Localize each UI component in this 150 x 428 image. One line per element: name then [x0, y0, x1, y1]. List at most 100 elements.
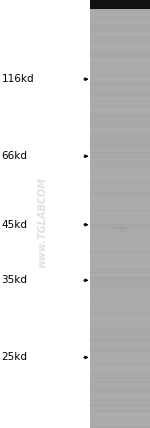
Bar [110, 230, 113, 231]
Bar [102, 229, 104, 230]
Bar [90, 98, 150, 101]
Bar [107, 230, 110, 231]
Bar [90, 56, 150, 58]
Bar [90, 227, 150, 229]
Bar [90, 216, 150, 218]
Bar [90, 282, 150, 285]
Bar [90, 58, 150, 60]
Bar [147, 231, 150, 232]
Bar [90, 13, 150, 15]
Bar [90, 49, 150, 51]
Bar [127, 227, 130, 228]
Bar [90, 259, 150, 261]
Bar [130, 232, 133, 233]
Bar [90, 338, 150, 340]
Bar [104, 227, 107, 228]
Bar [116, 229, 118, 230]
Bar [90, 92, 150, 94]
Bar [90, 332, 150, 334]
Bar [90, 17, 150, 19]
Bar [90, 419, 150, 422]
Bar [90, 131, 150, 133]
Bar [90, 394, 150, 396]
Bar [90, 203, 150, 205]
Bar [90, 81, 150, 83]
Bar [90, 9, 150, 11]
Bar [90, 43, 150, 45]
Bar [130, 227, 133, 228]
Bar [90, 199, 150, 201]
Bar [90, 265, 150, 268]
Bar [90, 175, 150, 178]
Bar [90, 212, 150, 214]
Bar [90, 66, 150, 68]
Bar [136, 226, 138, 227]
Bar [90, 231, 150, 233]
Text: 25kd: 25kd [2, 352, 27, 363]
Bar [107, 231, 110, 232]
Text: 116kd: 116kd [2, 74, 34, 84]
Bar [104, 229, 107, 230]
Bar [136, 232, 138, 233]
Bar [104, 225, 107, 226]
Bar [102, 231, 104, 232]
Bar [124, 228, 127, 229]
Bar [90, 370, 150, 372]
Bar [147, 229, 150, 230]
Bar [90, 377, 150, 379]
Bar [90, 257, 150, 259]
Bar [96, 231, 99, 232]
Bar [90, 355, 150, 357]
Bar [96, 229, 99, 230]
Bar [90, 250, 150, 253]
Bar [90, 340, 150, 342]
Bar [90, 101, 150, 103]
Bar [90, 415, 150, 417]
Bar [90, 2, 150, 4]
Bar [90, 362, 150, 364]
Bar [110, 227, 113, 228]
Bar [90, 400, 150, 402]
Bar [121, 232, 124, 233]
Bar [90, 291, 150, 293]
Bar [90, 272, 150, 274]
Bar [90, 109, 150, 111]
Bar [90, 96, 150, 98]
Bar [90, 111, 150, 113]
Bar [107, 232, 110, 233]
Bar [136, 227, 138, 228]
Bar [107, 229, 110, 230]
Bar [96, 226, 99, 227]
Bar [90, 186, 150, 188]
Bar [124, 229, 127, 230]
Bar [124, 225, 127, 226]
Bar [99, 229, 101, 230]
Bar [90, 353, 150, 355]
Bar [93, 227, 96, 228]
Bar [90, 188, 150, 190]
Text: 35kd: 35kd [2, 275, 27, 285]
Bar [136, 224, 138, 225]
Bar [90, 24, 150, 26]
Bar [90, 167, 150, 169]
Bar [90, 182, 150, 184]
Bar [116, 224, 118, 225]
Bar [124, 231, 127, 232]
Bar [90, 141, 150, 143]
Bar [121, 229, 124, 230]
Bar [90, 268, 150, 270]
Bar [90, 308, 150, 310]
Bar [144, 230, 147, 231]
Bar [90, 0, 150, 2]
Bar [90, 389, 150, 392]
Bar [90, 295, 150, 297]
Bar [147, 225, 150, 226]
Bar [110, 224, 113, 225]
Bar [90, 184, 150, 186]
Bar [90, 244, 150, 246]
Bar [90, 319, 150, 321]
Bar [113, 230, 116, 231]
Bar [90, 385, 150, 387]
Bar [99, 224, 101, 225]
Bar [90, 47, 150, 49]
